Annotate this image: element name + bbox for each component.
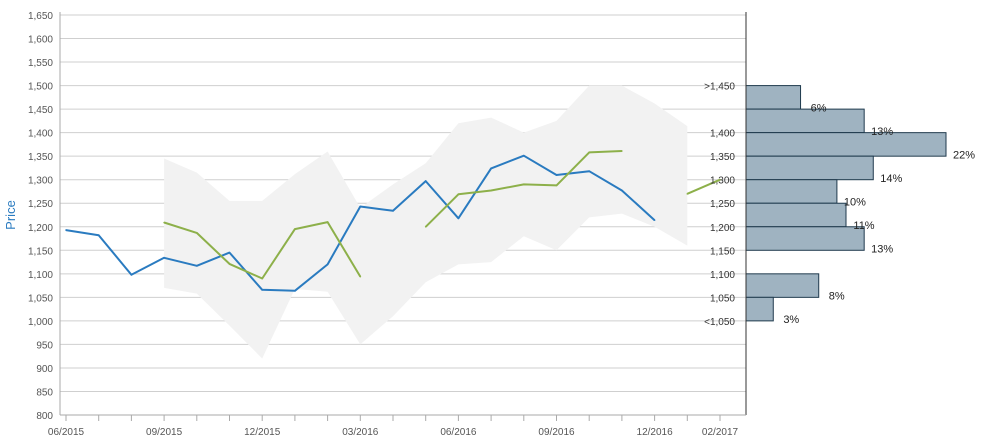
y-tick-label: 950 <box>36 340 53 351</box>
forecast-range-band <box>164 85 688 359</box>
series-1-point <box>424 180 427 182</box>
series-1-point <box>523 154 525 157</box>
distribution-bar <box>745 108 865 134</box>
y-tick-label: 1,100 <box>28 270 53 281</box>
distribution-bar <box>745 155 874 181</box>
series-1-point <box>228 251 231 254</box>
series-2-point <box>424 225 427 228</box>
y-tick-label: 1,050 <box>28 293 53 304</box>
series-1-point <box>294 289 296 292</box>
distribution-bin-label: 1,350 <box>710 152 735 163</box>
series-1-point <box>621 189 623 192</box>
series-2-point <box>490 189 492 192</box>
y-tick-label: 1,300 <box>28 176 53 187</box>
distribution-layer <box>745 85 947 322</box>
distribution-percent-label: 6% <box>811 102 827 114</box>
series-1-point <box>130 273 133 276</box>
series-2-point <box>359 275 362 278</box>
y-tick-label: 1,150 <box>28 246 53 257</box>
series-1-point <box>326 263 329 266</box>
distribution-bin-label: >1,450 <box>704 82 735 93</box>
distribution-bar <box>745 273 820 298</box>
x-tick-label: 03/2016 <box>342 427 379 438</box>
y-tick-label: 1,650 <box>28 11 53 22</box>
label-layer: 800 850 900 950 1,000 1,050 1,100 1,150 1,200 1,2… <box>28 11 975 438</box>
series-2-point <box>196 232 198 234</box>
y-tick-label: 1,250 <box>28 199 53 210</box>
series-1-point <box>555 174 558 176</box>
y-tick-label: 1,200 <box>28 223 53 234</box>
series-2-point <box>719 178 721 181</box>
distribution-bar <box>745 132 947 157</box>
series-2-point <box>261 277 264 280</box>
range-band-layer <box>164 85 688 359</box>
distribution-bin-label: 1,400 <box>710 129 735 140</box>
x-tick-label: 09/2015 <box>146 427 183 438</box>
distribution-percent-label: 13% <box>871 126 893 138</box>
distribution-percent-label: 3% <box>783 314 799 326</box>
series-layer <box>65 150 721 292</box>
series-2-point <box>326 221 329 223</box>
series-2-point <box>457 193 460 196</box>
series-1-point <box>653 219 656 221</box>
x-tick-label: 06/2015 <box>48 427 85 438</box>
series-2-point <box>523 183 525 186</box>
distribution-bar <box>745 179 838 204</box>
distribution-percent-label: 22% <box>953 149 975 161</box>
series-2-point <box>163 221 165 224</box>
distribution-bin-label: 1,250 <box>710 199 735 210</box>
series-2-line <box>686 178 721 195</box>
series-1-point <box>97 234 100 237</box>
distribution-bar <box>745 85 802 110</box>
distribution-bar <box>745 226 865 251</box>
distribution-bin-label: 1,050 <box>710 293 735 304</box>
distribution-bin-label: <1,050 <box>704 317 735 328</box>
y-tick-label: 1,500 <box>28 82 53 93</box>
distribution-bin-label: 1,100 <box>710 270 735 281</box>
x-tick-label: 02/2017 <box>702 427 739 438</box>
distribution-percent-label: 14% <box>880 173 902 185</box>
distribution-percent-label: 11% <box>853 220 874 232</box>
distribution-percent-label: 10% <box>844 196 866 208</box>
distribution-percent-label: 8% <box>829 291 845 303</box>
y-tick-label: 800 <box>36 411 53 422</box>
distribution-percent-label: 13% <box>871 244 893 256</box>
axes-layer <box>59 12 747 421</box>
series-1-point <box>261 289 264 291</box>
x-tick-label: 12/2015 <box>244 427 281 438</box>
x-tick-label: 12/2016 <box>637 427 674 438</box>
y-tick-label: 900 <box>36 364 53 375</box>
series-2-point <box>621 150 623 152</box>
y-tick-label: 1,450 <box>28 105 53 116</box>
distribution-bin-label: 1,150 <box>710 246 735 257</box>
x-tick-label: 09/2016 <box>538 427 575 438</box>
series-2-point <box>555 184 558 187</box>
series-1-point <box>588 170 590 173</box>
y-tick-label: 1,550 <box>28 58 53 69</box>
series-1-point <box>359 205 362 208</box>
series-1-point <box>392 209 394 212</box>
series-1-point <box>457 217 460 220</box>
series-2-point <box>294 228 296 230</box>
y-tick-label: 1,600 <box>28 35 53 46</box>
series-1-point <box>65 229 67 231</box>
series-1-point <box>490 167 492 170</box>
series-2-point <box>588 151 590 154</box>
y-axis-title: Price <box>3 200 18 230</box>
series-1-point <box>163 257 165 259</box>
distribution-bin-label: 1,300 <box>710 176 735 187</box>
series-2-point <box>686 193 689 195</box>
y-tick-label: 1,000 <box>28 317 53 328</box>
x-tick-label: 06/2016 <box>440 427 477 438</box>
series-2-point <box>228 263 231 265</box>
distribution-bin-label: 1,200 <box>710 223 735 234</box>
y-tick-label: 1,400 <box>28 129 53 140</box>
distribution-bar <box>745 202 847 228</box>
y-tick-label: 1,350 <box>28 152 53 163</box>
y-tick-label: 850 <box>36 387 53 398</box>
series-1-point <box>196 265 198 267</box>
distribution-bar <box>745 296 774 322</box>
